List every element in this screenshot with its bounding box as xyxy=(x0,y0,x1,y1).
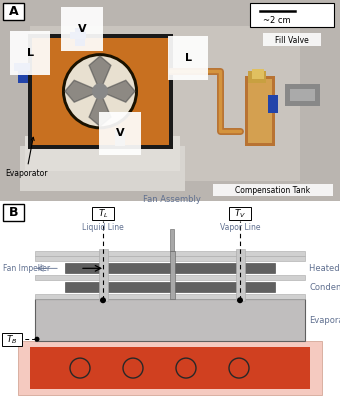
Polygon shape xyxy=(89,91,111,126)
Bar xyxy=(248,79,272,143)
Bar xyxy=(70,32,86,39)
Text: Vapor Line: Vapor Line xyxy=(220,223,260,233)
Text: Liquid Line: Liquid Line xyxy=(82,223,124,233)
Bar xyxy=(28,34,173,149)
Bar xyxy=(170,229,174,251)
Bar xyxy=(35,299,305,341)
Text: Heated Plate: Heated Plate xyxy=(309,264,340,273)
Text: B: B xyxy=(9,206,18,219)
Bar xyxy=(2,333,22,346)
Bar xyxy=(30,26,300,182)
Bar xyxy=(35,275,305,280)
Polygon shape xyxy=(100,80,135,102)
Bar xyxy=(229,207,251,220)
Polygon shape xyxy=(65,80,100,102)
Text: $T_L$: $T_L$ xyxy=(98,208,108,220)
Text: $T_V$: $T_V$ xyxy=(234,208,246,220)
Bar xyxy=(35,257,305,261)
Circle shape xyxy=(65,56,135,126)
Text: L: L xyxy=(185,53,191,63)
Text: Evaporator: Evaporator xyxy=(309,316,340,325)
Bar xyxy=(248,71,266,83)
Circle shape xyxy=(92,83,108,99)
Polygon shape xyxy=(89,56,111,91)
Text: $T_B$: $T_B$ xyxy=(6,334,18,346)
Circle shape xyxy=(237,297,243,303)
Bar xyxy=(65,282,275,292)
Bar xyxy=(18,63,28,83)
Bar xyxy=(35,294,305,299)
Bar xyxy=(14,63,30,71)
Text: Condenser: Condenser xyxy=(309,283,340,292)
Bar xyxy=(18,341,322,395)
Bar xyxy=(285,84,320,106)
Text: ~2 cm: ~2 cm xyxy=(263,16,291,25)
Bar xyxy=(35,251,305,257)
Text: A: A xyxy=(9,5,18,18)
Bar xyxy=(268,95,278,113)
Text: Evaporator: Evaporator xyxy=(5,137,48,178)
Text: V: V xyxy=(116,128,124,138)
Bar xyxy=(75,28,85,46)
Bar xyxy=(263,33,321,46)
Bar xyxy=(250,3,334,27)
Circle shape xyxy=(100,297,106,303)
Bar xyxy=(213,184,333,196)
Bar xyxy=(65,263,275,273)
Bar xyxy=(30,347,310,389)
Text: L: L xyxy=(27,48,34,58)
Text: Fan Assembly: Fan Assembly xyxy=(143,196,201,204)
Bar xyxy=(32,38,169,145)
Text: Compensation Tank: Compensation Tank xyxy=(235,186,310,195)
Bar xyxy=(99,249,107,301)
Bar xyxy=(290,89,315,101)
Bar xyxy=(252,69,264,79)
Bar xyxy=(115,130,125,146)
Bar xyxy=(3,3,24,20)
Bar xyxy=(236,249,244,301)
Bar xyxy=(25,136,180,172)
Bar xyxy=(245,76,275,146)
Text: Fan Impeller: Fan Impeller xyxy=(3,264,50,273)
Bar xyxy=(3,204,24,221)
Text: V: V xyxy=(78,24,86,34)
Bar xyxy=(92,207,114,220)
Circle shape xyxy=(34,337,39,342)
Circle shape xyxy=(62,53,138,129)
Bar xyxy=(170,251,174,299)
Text: Fill Valve: Fill Valve xyxy=(275,36,309,45)
Bar xyxy=(20,146,185,192)
